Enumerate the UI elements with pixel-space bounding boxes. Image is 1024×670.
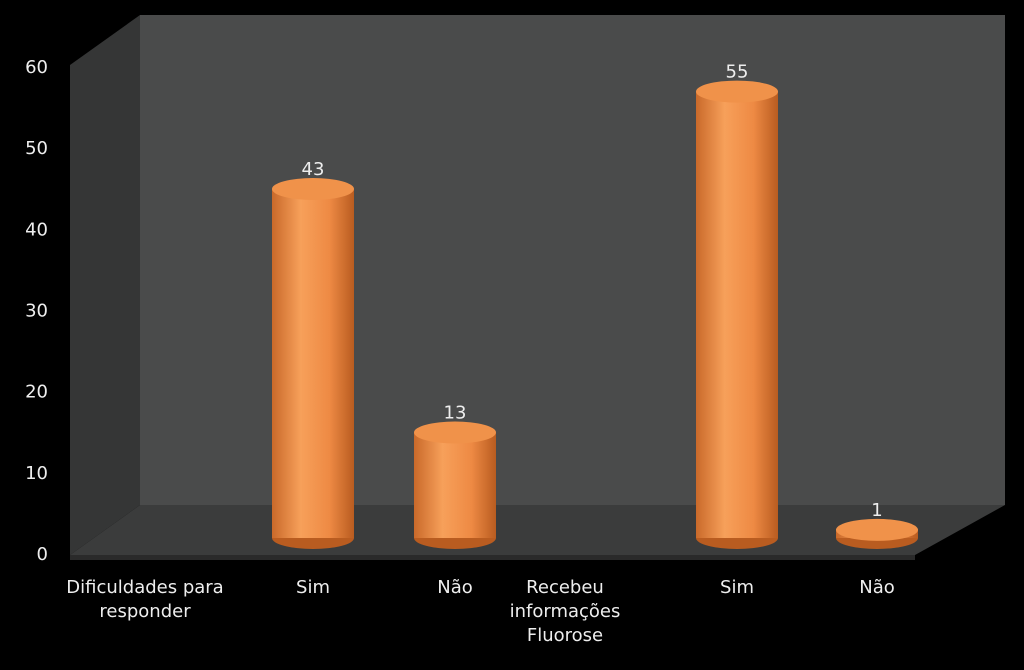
x-tick-label: Dificuldades para responder (66, 577, 224, 622)
x-tick-label: Não (859, 577, 895, 598)
y-tick-label: 10 (25, 463, 48, 484)
x-tick-label: Sim (720, 577, 754, 598)
bar-top (272, 177, 354, 200)
bar-top (696, 80, 778, 103)
y-tick-label: 30 (25, 301, 48, 322)
x-tick-label: Recebeu informações Fluorose (509, 577, 621, 646)
bar (414, 432, 496, 538)
value-label: 43 (302, 159, 325, 180)
x-tick-label: Não (437, 577, 473, 598)
bar-top (414, 421, 496, 444)
y-tick-label: 40 (25, 219, 48, 240)
value-label: 1 (871, 500, 882, 521)
back-wall (140, 15, 1005, 505)
value-label: 55 (726, 62, 749, 83)
bar-top (836, 518, 918, 541)
y-tick-label: 0 (37, 544, 48, 565)
y-tick-label: 50 (25, 138, 48, 159)
y-tick-label: 60 (25, 57, 48, 78)
side-wall (70, 15, 140, 555)
bar (696, 91, 778, 538)
value-label: 13 (444, 402, 467, 423)
bar (272, 188, 354, 538)
floor-edge (70, 555, 915, 560)
x-tick-label: Sim (296, 577, 330, 598)
y-tick-label: 20 (25, 382, 48, 403)
